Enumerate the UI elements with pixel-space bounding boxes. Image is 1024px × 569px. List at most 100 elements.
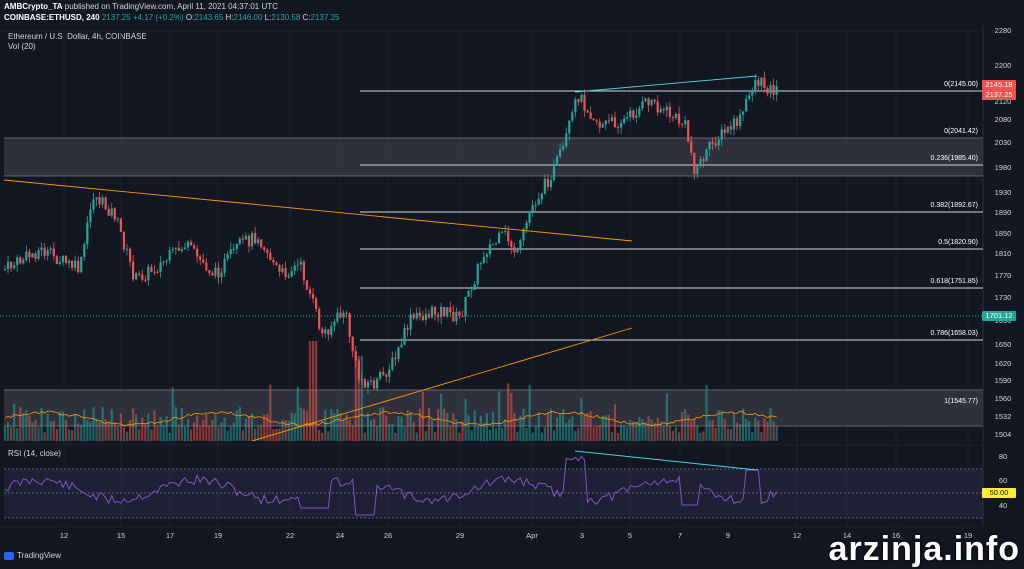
candle[interactable] [284,261,287,280]
candle[interactable] [522,227,525,246]
candle[interactable] [662,107,665,114]
candle[interactable] [699,155,702,168]
candle[interactable] [278,264,281,277]
candle[interactable] [61,255,65,266]
candle[interactable] [238,237,241,246]
candle[interactable] [708,141,711,157]
candle[interactable] [327,328,330,341]
candle[interactable] [458,311,461,319]
candle[interactable] [449,301,452,318]
candle[interactable] [141,269,144,282]
candle[interactable] [52,242,55,261]
candle[interactable] [110,203,113,218]
candle[interactable] [641,96,644,111]
candle[interactable] [455,307,458,325]
candle[interactable] [714,136,717,149]
candle[interactable] [632,109,635,121]
candle[interactable] [345,310,348,318]
candle[interactable] [479,261,482,270]
tradingview-brand[interactable]: TradingView [4,551,61,560]
candle[interactable] [376,376,379,391]
candle[interactable] [583,89,586,118]
candle[interactable] [3,265,7,271]
candle[interactable] [315,296,318,313]
candle[interactable] [199,254,202,266]
candle[interactable] [369,376,373,386]
candle[interactable] [162,260,165,266]
candle[interactable] [40,242,43,257]
candle[interactable] [668,101,671,124]
candle[interactable] [519,238,522,254]
fibonacci-retracement[interactable] [360,90,983,341]
candle[interactable] [168,246,171,264]
candle[interactable] [49,245,52,254]
candle[interactable] [244,232,248,240]
candle[interactable] [775,79,778,101]
candle[interactable] [568,120,571,141]
candle[interactable] [763,71,766,92]
candle[interactable] [687,119,690,143]
candle[interactable] [748,90,751,101]
candle[interactable] [211,270,214,276]
candle[interactable] [540,192,543,205]
candle[interactable] [67,258,71,269]
candle[interactable] [681,123,684,128]
candle[interactable] [470,286,473,298]
candle[interactable] [516,247,519,254]
candle[interactable] [37,247,40,261]
candle[interactable] [318,306,321,331]
candle[interactable] [77,256,80,275]
candle[interactable] [128,247,132,267]
candle[interactable] [690,135,693,156]
candle[interactable] [616,124,620,134]
candle[interactable] [760,77,763,92]
candle[interactable] [372,376,376,391]
candle[interactable] [751,87,754,102]
candle[interactable] [342,310,345,324]
candle[interactable] [74,255,77,271]
candle[interactable] [613,111,617,128]
candle[interactable] [150,264,153,273]
candle[interactable] [418,306,421,321]
candle[interactable] [549,176,553,191]
candle[interactable] [742,110,745,121]
candle[interactable] [348,312,351,343]
candle[interactable] [308,285,312,299]
candle[interactable] [586,109,589,113]
candle[interactable] [290,266,293,278]
candle[interactable] [302,259,305,286]
candle[interactable] [25,245,28,262]
candle[interactable] [28,248,31,263]
candle[interactable] [263,245,266,253]
candle[interactable] [494,242,498,246]
candle[interactable] [504,224,507,236]
candle[interactable] [412,312,415,320]
candle[interactable] [223,253,226,277]
candle[interactable] [696,165,699,179]
candle[interactable] [330,321,333,338]
candle[interactable] [196,245,199,263]
candle[interactable] [321,326,324,338]
candle[interactable] [189,239,193,246]
candle[interactable] [406,324,409,337]
candle[interactable] [409,307,412,336]
candle[interactable] [122,231,126,253]
candle[interactable] [659,105,662,114]
candle[interactable] [467,289,470,297]
candle[interactable] [125,243,129,256]
candle[interactable] [116,217,119,223]
candle[interactable] [95,196,98,207]
candle[interactable] [183,242,187,250]
candle[interactable] [260,239,263,250]
candle[interactable] [220,267,223,284]
candle[interactable] [394,351,397,366]
candle[interactable] [424,307,427,325]
candle[interactable] [366,379,370,395]
candle[interactable] [589,106,592,119]
candle[interactable] [580,93,583,104]
candle[interactable] [391,351,394,372]
candle[interactable] [241,234,244,244]
candle[interactable] [498,230,501,244]
candle[interactable] [415,307,418,321]
